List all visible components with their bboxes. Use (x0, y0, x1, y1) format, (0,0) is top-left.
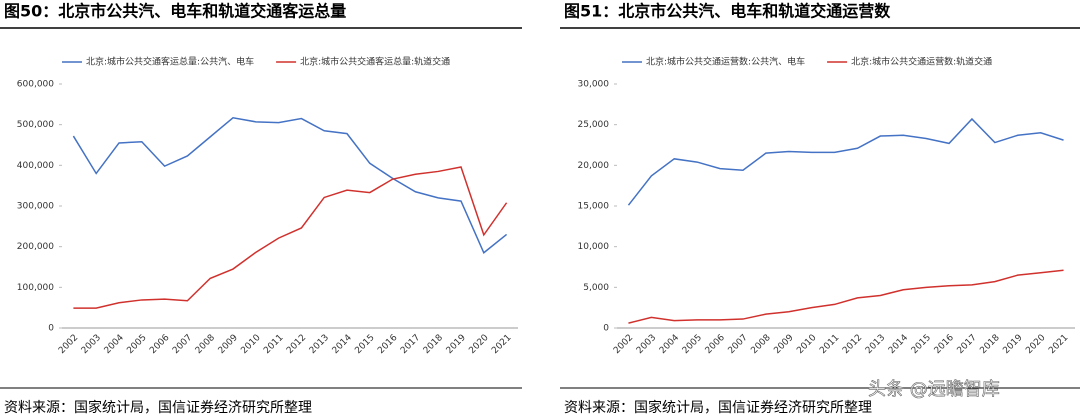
x-tick-label: 2020 (467, 333, 490, 356)
series-line (627, 117, 1064, 206)
source: 资料来源：国家统计局，国信证券经济研究所整理 (4, 399, 312, 416)
legend-label: 北京:城市公共交通客运总量:轨道交通 (300, 56, 450, 68)
series-line (628, 269, 1064, 324)
x-tick-label: 2014 (887, 333, 910, 356)
x-tick-label: 2004 (103, 333, 126, 356)
y-tick-label: 30,000 (578, 80, 610, 90)
legend-label: 北京:城市公共交通客运总量:公共汽、电车 (86, 56, 254, 68)
y-tick-label: 0 (603, 324, 609, 334)
y-tick-label: 200,000 (17, 242, 54, 252)
x-tick-label: 2007 (727, 333, 750, 356)
legend-label: 北京:城市公共交通运营数:轨道交通 (851, 56, 992, 68)
x-tick-label: 2015 (353, 333, 376, 356)
legend-label: 北京:城市公共交通运营数:公共汽、电车 (646, 56, 805, 68)
y-tick-label: 10,000 (578, 242, 610, 252)
x-tick-label: 2008 (194, 333, 217, 356)
x-tick-label: 2016 (376, 333, 399, 356)
x-tick-label: 2005 (681, 333, 704, 356)
x-tick-label: 2003 (635, 333, 658, 356)
x-tick-label: 2012 (841, 333, 864, 356)
x-tick-label: 2015 (910, 333, 933, 356)
x-tick-label: 2005 (125, 333, 148, 356)
x-tick-label: 2008 (749, 333, 772, 356)
x-tick-label: 2021 (1047, 333, 1070, 356)
x-tick-label: 2018 (422, 333, 445, 356)
x-tick-label: 2007 (171, 333, 194, 356)
x-tick-label: 2002 (612, 333, 635, 356)
y-tick-label: 5,000 (583, 283, 609, 293)
x-tick-label: 2004 (658, 333, 681, 356)
x-tick-label: 2003 (80, 333, 103, 356)
x-tick-label: 2010 (795, 333, 818, 356)
y-tick-label: 400,000 (17, 161, 54, 171)
x-tick-label: 2013 (864, 333, 887, 356)
y-tick-label: 100,000 (17, 283, 54, 293)
x-tick-label: 2002 (57, 333, 80, 356)
x-tick-label: 2009 (217, 333, 240, 356)
y-tick-label: 25,000 (578, 120, 610, 130)
series-line (72, 116, 508, 254)
series-line (73, 166, 508, 309)
x-tick-label: 2018 (978, 333, 1001, 356)
chart-title: 图51：北京市公共汽、电车和轨道交通运营数 (564, 2, 891, 21)
x-tick-label: 2021 (490, 333, 513, 356)
y-tick-label: 20,000 (578, 161, 610, 171)
y-tick-label: 0 (48, 324, 54, 334)
y-tick-label: 300,000 (17, 202, 54, 212)
x-tick-label: 2016 (933, 333, 956, 356)
source: 资料来源：国家统计局，国信证券经济研究所整理 (564, 399, 872, 416)
x-tick-label: 2019 (445, 333, 468, 356)
x-tick-label: 2006 (148, 333, 171, 356)
y-tick-label: 15,000 (578, 202, 610, 212)
x-tick-label: 2010 (239, 333, 262, 356)
x-tick-label: 2012 (285, 333, 308, 356)
x-tick-label: 2013 (308, 333, 331, 356)
x-tick-label: 2019 (1001, 333, 1024, 356)
watermark: 头条 @远瞻智库 (868, 379, 1000, 400)
x-tick-label: 2006 (704, 333, 727, 356)
x-tick-label: 2017 (399, 333, 422, 356)
x-tick-label: 2011 (262, 333, 285, 356)
y-tick-label: 600,000 (17, 80, 54, 90)
chart-title: 图50：北京市公共汽、电车和轨道交通客运总量 (4, 2, 346, 21)
x-tick-label: 2009 (772, 333, 795, 356)
x-tick-label: 2017 (956, 333, 979, 356)
x-tick-label: 2020 (1024, 333, 1047, 356)
y-tick-label: 500,000 (17, 120, 54, 130)
x-tick-label: 2014 (331, 333, 354, 356)
x-tick-label: 2011 (818, 333, 841, 356)
